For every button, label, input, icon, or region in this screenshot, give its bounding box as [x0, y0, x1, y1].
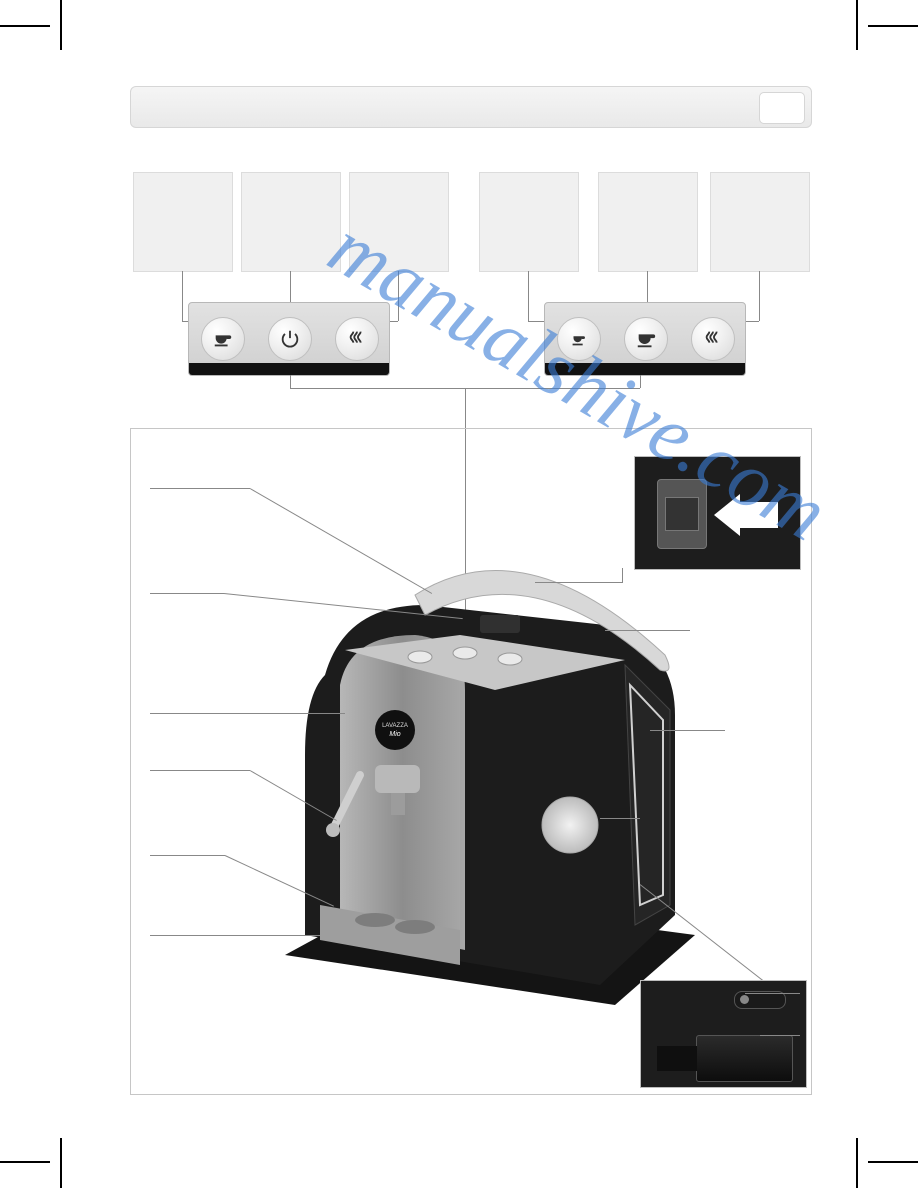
capsule-slot-inset [634, 456, 801, 570]
section-header-bar [130, 86, 812, 128]
callout-box [241, 172, 341, 272]
steam-button[interactable] [335, 317, 379, 361]
crop-mark [60, 0, 62, 50]
power-button[interactable] [268, 317, 312, 361]
crop-mark [856, 1138, 858, 1188]
leader-line [150, 488, 250, 489]
callout-box [479, 172, 579, 272]
leader-line [745, 993, 800, 994]
callout-box [349, 172, 449, 272]
leader-line [150, 855, 225, 856]
svg-text:Mio: Mio [389, 731, 400, 738]
leader-line [528, 271, 529, 321]
steam-icon [702, 328, 724, 350]
crop-mark [868, 25, 918, 27]
leader-line [182, 271, 183, 321]
espresso-button[interactable] [557, 317, 601, 361]
leader-line [622, 568, 623, 583]
steam-icon [346, 328, 368, 350]
svg-text:LAVAZZA: LAVAZZA [382, 723, 408, 729]
coffee-dose-button[interactable] [201, 317, 245, 361]
steam-button[interactable] [691, 317, 735, 361]
leader-line [535, 582, 623, 583]
leader-line [150, 593, 224, 594]
callout-box [133, 172, 233, 272]
callout-box [598, 172, 698, 272]
leader-line [290, 375, 291, 388]
leader-line [605, 630, 690, 631]
leader-line [650, 730, 725, 731]
coffee-machine-image: LAVAZZA Mio [265, 555, 705, 1025]
power-socket-inset [640, 980, 807, 1088]
control-panel-right [544, 302, 746, 376]
crop-mark [60, 1138, 62, 1188]
callout-box [710, 172, 810, 272]
leader-line [640, 375, 641, 388]
leader-line [759, 271, 760, 321]
leader-line [150, 935, 320, 936]
cord-storage [696, 1035, 793, 1082]
control-panel-left [188, 302, 390, 376]
crop-mark [0, 1161, 50, 1163]
crop-mark [0, 25, 50, 27]
leader-line [760, 1035, 800, 1036]
leader-line [150, 770, 250, 771]
power-icon [279, 328, 301, 350]
cup-icon [212, 328, 234, 350]
leader-line [150, 713, 345, 714]
small-cup-icon [568, 328, 590, 350]
crop-mark [868, 1161, 918, 1163]
crop-mark [856, 0, 858, 50]
language-badge [759, 92, 805, 124]
large-cup-icon [635, 328, 657, 350]
leader-line [398, 271, 399, 321]
leader-line [600, 818, 640, 819]
lungo-button[interactable] [624, 317, 668, 361]
